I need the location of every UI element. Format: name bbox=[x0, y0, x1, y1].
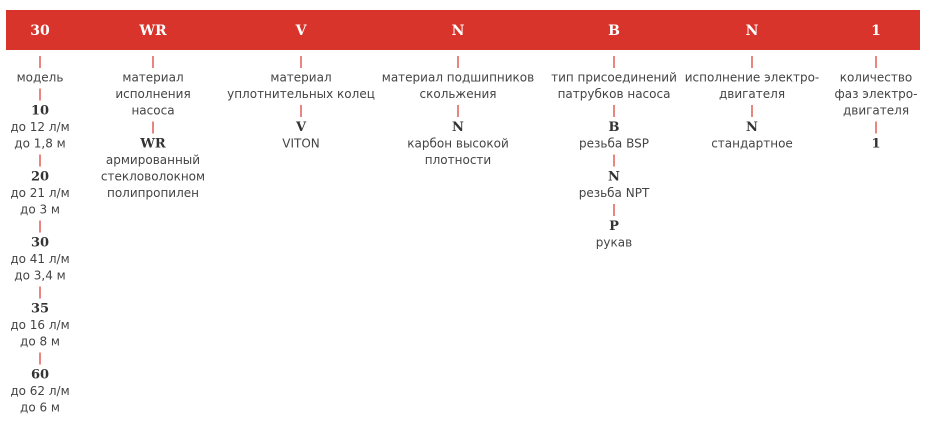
column-label: исполнения bbox=[115, 87, 190, 101]
option-code: N bbox=[452, 120, 464, 135]
option-code: WR bbox=[139, 137, 166, 152]
column-label: материал bbox=[122, 71, 183, 85]
option-code: B bbox=[609, 120, 620, 135]
option-desc: до 16 л/м bbox=[10, 318, 69, 332]
option-code: V bbox=[295, 120, 307, 135]
option-desc: резьба NPT bbox=[579, 186, 650, 200]
column-label: модель bbox=[17, 71, 64, 85]
option-code: 20 bbox=[31, 170, 49, 185]
header-code: B bbox=[608, 23, 620, 39]
option-desc: рукав bbox=[596, 236, 632, 250]
option-desc: до 1,8 м bbox=[14, 137, 65, 151]
column-label: двигателя bbox=[843, 104, 909, 118]
option-desc: карбон высокой bbox=[407, 137, 509, 151]
option-code: N bbox=[608, 170, 620, 185]
header-code: N bbox=[452, 23, 465, 39]
option-code: 10 bbox=[31, 104, 49, 119]
option-desc: стекловолокном bbox=[101, 170, 205, 184]
option-desc: до 6 м bbox=[20, 401, 60, 415]
option-code: P bbox=[609, 219, 619, 234]
option-code: 30 bbox=[31, 236, 49, 251]
option-desc: полипропилен bbox=[107, 186, 199, 200]
header-bar bbox=[6, 10, 920, 50]
column-label: материал bbox=[270, 71, 331, 85]
option-desc: до 3 м bbox=[20, 203, 60, 217]
option-desc: до 62 л/м bbox=[10, 384, 69, 398]
column-label: тип присоединений bbox=[551, 71, 677, 85]
column-label: насоса bbox=[131, 104, 174, 118]
column-label: материал подшипников bbox=[382, 71, 534, 85]
column-label: патрубков насоса bbox=[558, 87, 671, 101]
option-desc: до 41 л/м bbox=[10, 252, 69, 266]
column-label: количество bbox=[840, 71, 913, 85]
option-desc: VITON bbox=[282, 137, 320, 151]
option-desc: резьба BSP bbox=[579, 137, 649, 151]
option-code: N bbox=[746, 120, 758, 135]
column-label: двигателя bbox=[719, 87, 785, 101]
option-desc: стандартное bbox=[711, 137, 793, 151]
option-code: 1 bbox=[871, 137, 880, 152]
option-desc: до 21 л/м bbox=[10, 186, 69, 200]
header-code: WR bbox=[138, 23, 167, 39]
column-label: исполнение электро- bbox=[685, 71, 820, 85]
column-label: фаз электро- bbox=[835, 87, 918, 101]
column-label: скольжения bbox=[420, 87, 497, 101]
option-code: 35 bbox=[31, 302, 49, 317]
option-desc: до 8 м bbox=[20, 335, 60, 349]
header-code: V bbox=[295, 23, 308, 39]
header-code: N bbox=[746, 23, 759, 39]
option-desc: до 12 л/м bbox=[10, 120, 69, 134]
header-code: 1 bbox=[871, 23, 881, 39]
option-desc: плотности bbox=[425, 153, 491, 167]
header-code: 30 bbox=[30, 23, 50, 39]
option-desc: до 3,4 м bbox=[14, 269, 65, 283]
column-label: уплотнительных колец bbox=[227, 87, 375, 101]
option-desc: армированный bbox=[106, 153, 200, 167]
option-code: 60 bbox=[31, 368, 49, 383]
